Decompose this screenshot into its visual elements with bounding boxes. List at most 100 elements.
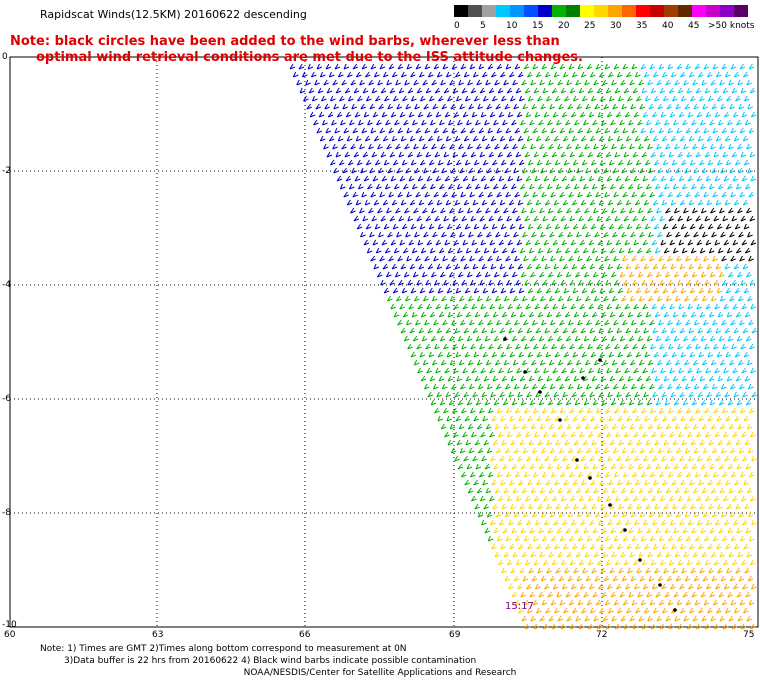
wind-barb	[621, 575, 628, 582]
wind-barb	[628, 271, 635, 278]
wind-barb	[685, 63, 692, 70]
note-line-1: Note: black circles have been added to t…	[10, 34, 560, 49]
wind-barb	[688, 391, 694, 398]
wind-barb	[586, 191, 592, 198]
wind-barb	[725, 351, 732, 358]
wind-barb	[426, 175, 433, 182]
wind-barb	[362, 151, 369, 158]
wind-barb	[378, 103, 384, 110]
wind-barb	[355, 199, 362, 206]
wind-barb	[597, 175, 604, 182]
wind-barb	[642, 431, 648, 438]
wind-barb	[534, 367, 540, 374]
wind-barb	[440, 79, 446, 86]
wind-barb	[552, 303, 558, 310]
wind-barb	[608, 159, 615, 166]
wind-barb	[690, 311, 697, 318]
wind-barb	[746, 551, 753, 558]
wind-barb	[544, 135, 551, 142]
wind-barb	[645, 311, 652, 318]
wind-barb	[310, 71, 317, 78]
wind-barb	[721, 127, 728, 134]
wind-barb	[399, 111, 406, 118]
wind-barb	[659, 495, 666, 502]
wind-barb	[682, 335, 689, 342]
wind-barb	[381, 175, 388, 182]
wind-barb	[744, 183, 751, 190]
wind-barb	[674, 615, 681, 622]
wind-barb	[713, 215, 720, 222]
wind-barb	[602, 423, 609, 430]
wind-barb	[662, 351, 669, 358]
wind-barb	[419, 95, 426, 102]
wind-barb	[624, 239, 631, 246]
wind-barb	[474, 95, 480, 102]
wind-barb	[638, 207, 644, 214]
wind-barb	[593, 423, 600, 430]
wind-barb	[569, 279, 575, 286]
wind-barb	[663, 567, 669, 574]
wind-barb	[625, 455, 631, 462]
wind-barb	[601, 119, 607, 126]
scale-swatch	[734, 5, 748, 17]
wind-barb	[428, 287, 435, 294]
wind-barb	[635, 159, 642, 166]
wind-barb	[546, 247, 553, 254]
wind-barb	[375, 183, 382, 190]
wind-barb	[545, 351, 552, 358]
wind-barb	[675, 511, 682, 518]
wind-barb	[473, 351, 480, 358]
wind-barb	[733, 263, 740, 270]
wind-barb	[587, 343, 593, 350]
wind-barb	[719, 615, 726, 622]
lat-label-minus10: -10	[2, 620, 17, 630]
wind-barb	[430, 271, 437, 278]
wind-barb	[699, 439, 706, 446]
wind-barb	[699, 311, 706, 318]
wind-barb	[417, 239, 424, 246]
wind-barb	[515, 279, 521, 286]
wind-barb	[329, 95, 336, 102]
wind-barb	[583, 591, 589, 598]
wind-barb	[345, 111, 352, 118]
wind-barb	[641, 151, 648, 158]
wind-barb	[626, 159, 633, 166]
wind-barb	[641, 559, 648, 566]
wind-barb	[460, 471, 467, 478]
wind-barb	[421, 335, 428, 342]
wind-barb	[625, 327, 632, 334]
wind-barb	[733, 519, 739, 526]
wind-barb	[370, 255, 376, 262]
wind-barb	[322, 119, 328, 126]
wind-barb	[671, 543, 677, 550]
wind-barb	[568, 471, 575, 478]
wind-barb	[696, 111, 703, 118]
wind-barb	[443, 279, 449, 286]
wind-barb	[586, 471, 593, 478]
wind-barb	[588, 431, 594, 438]
wind-barb	[420, 375, 427, 382]
wind-barb	[711, 167, 717, 174]
wind-barb	[726, 375, 733, 382]
wind-barb	[706, 71, 713, 78]
wind-barb	[407, 279, 413, 286]
wind-barb	[343, 191, 349, 198]
wind-barb	[520, 399, 527, 406]
rain-flag-dot	[575, 458, 579, 462]
wind-barb	[683, 207, 689, 214]
wind-barb	[729, 167, 735, 174]
wind-barb	[478, 191, 484, 198]
footnote: Note: 1) Times are GMT 2)Times along bot…	[40, 643, 476, 667]
wind-barb	[726, 439, 733, 446]
wind-barb	[485, 143, 491, 150]
wind-barb	[592, 463, 599, 470]
wind-barb	[604, 255, 610, 262]
wind-barb	[642, 239, 649, 246]
wind-barb	[452, 407, 458, 414]
wind-barb	[534, 111, 541, 118]
wind-barb	[509, 159, 516, 166]
wind-barb	[494, 207, 500, 214]
wind-barb	[649, 127, 656, 134]
wind-barb	[582, 183, 589, 190]
wind-barb	[498, 431, 504, 438]
